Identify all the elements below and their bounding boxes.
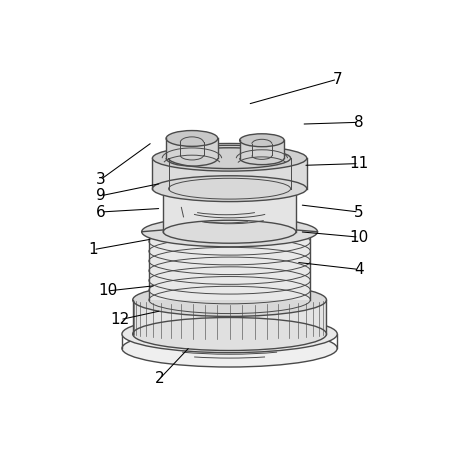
Ellipse shape [166,130,218,146]
Text: 6: 6 [96,205,105,219]
Polygon shape [133,300,327,334]
Text: 9: 9 [96,188,105,203]
Ellipse shape [122,315,337,353]
Text: 4: 4 [354,262,364,277]
Polygon shape [239,140,284,158]
Text: 2: 2 [155,371,164,386]
Text: 5: 5 [354,205,364,219]
Ellipse shape [152,176,307,202]
Ellipse shape [239,134,284,147]
Text: 7: 7 [332,72,342,87]
Ellipse shape [133,283,327,316]
Text: 8: 8 [354,115,364,130]
Ellipse shape [152,145,307,171]
Text: 3: 3 [96,172,105,187]
Ellipse shape [122,330,337,367]
Text: 10: 10 [349,230,368,245]
Polygon shape [166,138,218,158]
Ellipse shape [163,177,296,200]
Polygon shape [163,189,296,232]
Ellipse shape [163,220,296,243]
Text: 1: 1 [89,242,98,257]
Polygon shape [149,232,310,300]
Text: 12: 12 [110,312,130,327]
Ellipse shape [133,317,327,350]
Ellipse shape [176,178,283,197]
Text: 11: 11 [349,156,368,171]
Text: 10: 10 [98,283,117,298]
Polygon shape [152,158,307,189]
Ellipse shape [142,217,317,247]
